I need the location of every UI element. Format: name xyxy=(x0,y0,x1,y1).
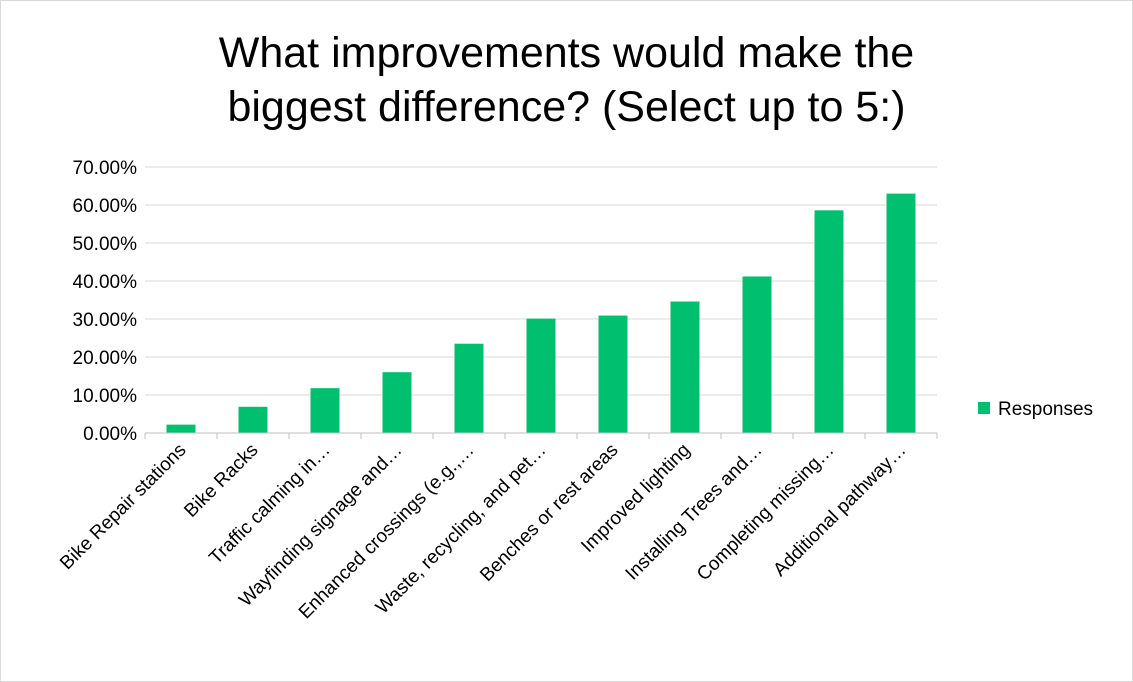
x-category-label: Traffic calming in… xyxy=(205,440,334,569)
chart-title-line-2: biggest difference? (Select up to 5:) xyxy=(227,83,906,131)
y-tick-label: 0.00% xyxy=(83,424,137,445)
x-axis xyxy=(144,432,938,439)
bar xyxy=(526,318,556,433)
bar xyxy=(166,424,196,433)
bar xyxy=(886,193,916,433)
bar xyxy=(310,388,340,433)
y-tick-label: 30.00% xyxy=(73,310,138,331)
x-category-label: Bike Repair stations xyxy=(56,440,190,574)
legend-swatch-responses xyxy=(978,402,990,414)
y-tick-label: 50.00% xyxy=(73,234,138,255)
bar xyxy=(454,343,484,433)
y-tick-label: 20.00% xyxy=(73,348,138,369)
legend-label-responses: Responses xyxy=(998,399,1093,420)
bar xyxy=(382,372,412,433)
y-tick-label: 70.00% xyxy=(73,158,138,179)
y-tick-label: 10.00% xyxy=(73,386,138,407)
bars xyxy=(166,193,916,433)
chart-title-line-1: What improvements would make the xyxy=(218,29,915,77)
legend: Responses xyxy=(978,399,1093,420)
bar xyxy=(670,301,700,433)
y-tick-label: 60.00% xyxy=(73,196,138,217)
bar xyxy=(742,276,772,433)
chart-title: What improvements would make the biggest… xyxy=(0,26,1133,134)
x-category-label: Installing Trees and… xyxy=(622,440,767,585)
bar xyxy=(598,315,628,433)
x-category-label: Completing missing… xyxy=(693,440,839,586)
y-tick-label: 40.00% xyxy=(73,272,138,293)
bar xyxy=(238,406,268,433)
bar xyxy=(814,210,844,433)
x-category-label: Additional pathway… xyxy=(769,440,910,581)
x-category-label: Benches or rest areas xyxy=(476,440,622,586)
y-axis-tick-labels: 0.00% 10.00% 20.00% 30.00% 40.00% 50.00% 60.00… xyxy=(73,158,138,445)
